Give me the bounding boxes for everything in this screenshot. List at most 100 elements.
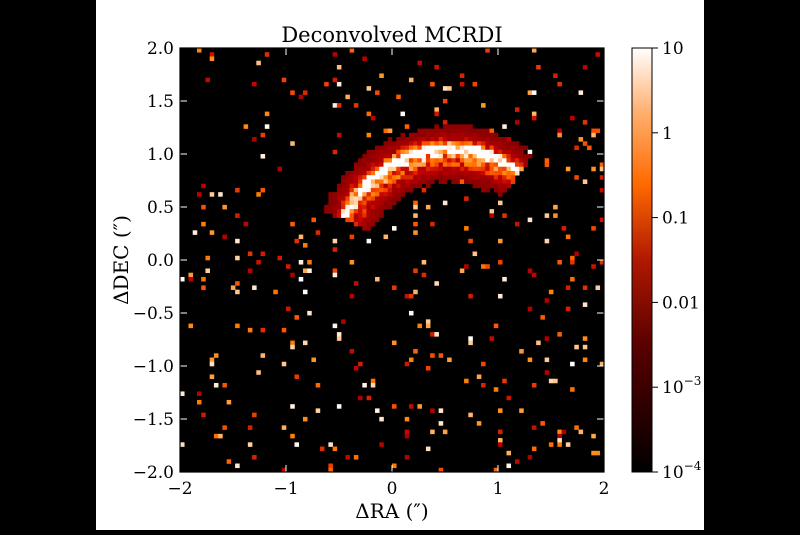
heatmap-pixel xyxy=(485,132,490,138)
heatmap-pixel xyxy=(336,103,342,108)
heatmap-pixel xyxy=(459,73,465,78)
heatmap-pixel xyxy=(514,221,520,227)
heatmap-pixel xyxy=(565,442,571,447)
heatmap-pixel xyxy=(476,183,482,189)
heatmap-pixel xyxy=(510,162,516,168)
heatmap-pixel xyxy=(531,115,537,121)
heatmap-pixel xyxy=(345,196,350,201)
heatmap-pixel xyxy=(472,170,478,176)
heatmap-pixel xyxy=(476,132,482,138)
heatmap-pixel xyxy=(447,175,452,180)
heatmap-pixel xyxy=(404,455,410,460)
heatmap-pixel xyxy=(375,408,380,413)
y-tick-label: 0.5 xyxy=(147,198,174,218)
heatmap-pixel xyxy=(561,429,567,435)
heatmap-pixel xyxy=(476,141,482,146)
heatmap-pixel xyxy=(247,442,253,447)
heatmap-pixel xyxy=(366,187,372,193)
heatmap-pixel xyxy=(519,145,524,151)
heatmap-pixel xyxy=(180,442,185,447)
heatmap-pixel xyxy=(502,162,507,168)
heatmap-pixel xyxy=(413,154,418,159)
heatmap-pixel xyxy=(464,141,469,146)
heatmap-pixel xyxy=(544,158,550,163)
heatmap-pixel xyxy=(430,154,435,159)
heatmap-pixel xyxy=(485,166,490,172)
heatmap-pixel xyxy=(489,336,495,341)
heatmap-pixel xyxy=(408,310,414,316)
heatmap-pixel xyxy=(230,285,236,290)
heatmap-pixel xyxy=(430,429,435,435)
heatmap-pixel xyxy=(591,433,596,439)
heatmap-pixel xyxy=(392,340,397,346)
heatmap-pixel xyxy=(392,149,397,155)
heatmap-pixel xyxy=(438,132,444,138)
heatmap-pixel xyxy=(252,412,257,418)
heatmap-pixel xyxy=(408,77,414,83)
heatmap-pixel xyxy=(362,166,367,172)
heatmap-pixel xyxy=(345,179,350,184)
heatmap-pixel xyxy=(235,213,240,218)
heatmap-pixel xyxy=(455,145,461,151)
heatmap-pixel xyxy=(243,124,249,129)
x-axis-label: ΔRA (″) xyxy=(355,499,428,523)
heatmap-pixel xyxy=(442,170,448,176)
heatmap-pixel xyxy=(383,187,389,193)
heatmap-pixel xyxy=(506,450,512,456)
heatmap-pixel xyxy=(527,268,533,274)
heatmap-pixel xyxy=(459,137,465,142)
heatmap-pixel xyxy=(459,124,465,129)
heatmap-pixel xyxy=(421,132,427,138)
heatmap-pixel xyxy=(345,217,350,223)
heatmap-pixel xyxy=(379,73,384,78)
heatmap-pixel xyxy=(383,149,389,155)
heatmap-pixel xyxy=(421,187,427,193)
heatmap-pixel xyxy=(370,209,376,214)
heatmap-pixel xyxy=(459,162,465,168)
heatmap-pixel xyxy=(464,145,469,151)
heatmap-pixel xyxy=(387,154,393,159)
heatmap-pixel xyxy=(408,183,414,189)
x-tick-label: 2 xyxy=(599,479,610,499)
heatmap-pixel xyxy=(464,378,469,384)
heatmap-pixel xyxy=(353,175,359,180)
heatmap-pixel xyxy=(383,204,389,210)
heatmap-pixel xyxy=(447,357,452,363)
heatmap-pixel xyxy=(332,272,338,278)
heatmap-pixel xyxy=(430,132,435,138)
heatmap-pixel xyxy=(328,467,333,473)
heatmap-pixel xyxy=(531,111,537,117)
heatmap-pixel xyxy=(370,175,376,180)
heatmap-pixel xyxy=(553,378,558,384)
heatmap-pixel xyxy=(383,141,389,146)
heatmap-pixel xyxy=(396,154,401,159)
heatmap-pixel xyxy=(375,154,380,159)
heatmap-pixel xyxy=(362,183,367,189)
heatmap-pixel xyxy=(413,145,418,151)
heatmap-pixel xyxy=(489,158,495,163)
heatmap-pixel xyxy=(408,145,414,151)
heatmap-pixel xyxy=(375,158,380,163)
heatmap-pixel xyxy=(485,175,490,180)
heatmap-pixel xyxy=(379,187,384,193)
heatmap-pixel xyxy=(498,145,503,151)
heatmap-pixel xyxy=(481,158,486,163)
heatmap-pixel xyxy=(582,64,588,70)
heatmap-pixel xyxy=(514,162,520,168)
heatmap-pixel xyxy=(370,221,376,227)
heatmap-pixel xyxy=(286,306,291,312)
heatmap-pixel xyxy=(404,187,410,193)
heatmap-pixel xyxy=(298,276,304,282)
heatmap-pixel xyxy=(417,404,422,409)
heatmap-pixel xyxy=(387,166,393,172)
heatmap-pixel xyxy=(447,149,452,155)
heatmap-pixel xyxy=(226,399,232,405)
heatmap-pixel xyxy=(489,179,495,184)
heatmap-pixel xyxy=(438,353,444,358)
heatmap-pixel xyxy=(447,170,452,176)
heatmap-pixel xyxy=(392,196,397,201)
heatmap-pixel xyxy=(510,149,516,155)
heatmap-pixel xyxy=(434,141,439,146)
heatmap-pixel xyxy=(281,467,287,473)
heatmap-pixel xyxy=(408,175,414,180)
